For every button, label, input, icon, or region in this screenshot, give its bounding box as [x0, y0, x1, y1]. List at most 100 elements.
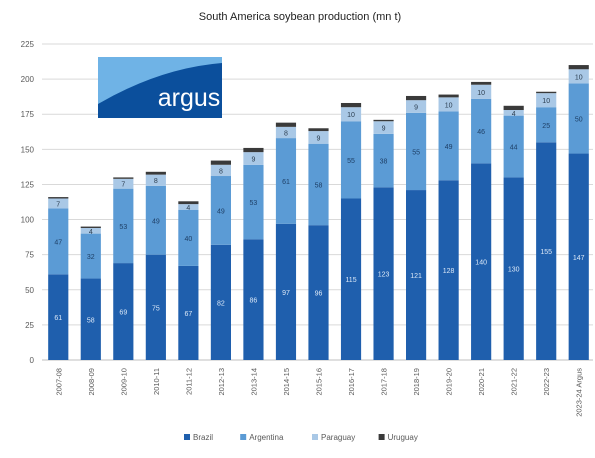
bar-layer: 6147758324695377549867404824988653997618… — [48, 65, 589, 360]
x-tick-label: 2023-24 Argus — [575, 368, 584, 417]
bar-uruguay — [113, 177, 134, 179]
bar-paraguay — [210, 164, 231, 177]
x-tick-label: 2011-12 — [184, 368, 193, 395]
bar-argentina — [210, 176, 231, 245]
data-label: 97 — [282, 290, 290, 297]
bar-argentina — [113, 188, 134, 264]
x-tick-label: 2015-16 — [315, 368, 324, 396]
data-label: 47 — [54, 239, 62, 246]
bar-uruguay — [308, 128, 329, 132]
data-label: 10 — [477, 90, 485, 97]
bar-uruguay — [471, 81, 492, 85]
x-tick-label: 2022-23 — [542, 368, 551, 396]
legend-swatch-brazil — [184, 434, 190, 440]
data-label: 75 — [152, 305, 160, 312]
data-label: 32 — [87, 254, 95, 261]
bar-uruguay — [243, 147, 264, 153]
data-label: 53 — [119, 224, 127, 231]
bar-brazil — [80, 278, 101, 360]
bar-paraguay — [340, 107, 362, 122]
data-label: 9 — [317, 135, 321, 142]
bar-argentina — [438, 111, 459, 181]
legend-swatch-uruguay — [378, 434, 385, 440]
y-tick-label: 25 — [25, 321, 34, 330]
bar-paraguay — [243, 152, 264, 165]
bar-brazil — [406, 190, 427, 360]
bar-argentina — [536, 107, 557, 143]
x-axis-tick-labels: 2007-08 2008-09 2009-10 2010-11 2011-12 2012-… — [54, 368, 583, 417]
data-label: 44 — [510, 145, 518, 152]
data-label: 140 — [475, 260, 487, 267]
data-label: 123 — [378, 272, 390, 279]
bar-paraguay — [145, 174, 166, 186]
x-tick-label: 2017-18 — [380, 368, 389, 396]
data-label: 49 — [152, 218, 160, 225]
bar-brazil — [340, 198, 362, 360]
data-label: 49 — [445, 144, 453, 151]
bar-paraguay — [438, 97, 459, 112]
bar-brazil — [438, 180, 459, 360]
bar-brazil — [178, 265, 199, 360]
data-label: 4 — [89, 229, 93, 236]
data-label: 128 — [443, 268, 455, 275]
data-label: 50 — [575, 116, 583, 123]
data-label: 58 — [87, 317, 95, 324]
data-label: 46 — [477, 129, 485, 136]
y-tick-label: 75 — [25, 251, 34, 260]
bar-paraguay — [568, 69, 589, 84]
legend-swatch-paraguay — [312, 434, 318, 440]
data-label: 55 — [347, 158, 355, 165]
data-label: 9 — [414, 104, 418, 111]
bar-brazil — [210, 244, 231, 360]
bar-paraguay — [275, 126, 297, 139]
data-label: 4 — [186, 205, 190, 212]
y-tick-label: 0 — [30, 356, 35, 365]
data-label: 67 — [184, 311, 192, 318]
x-tick-label: 2014-15 — [282, 368, 291, 396]
data-label: 53 — [250, 200, 258, 207]
x-tick-label: 2018-19 — [412, 368, 421, 396]
x-tick-label: 2016-17 — [347, 368, 356, 396]
data-label: 9 — [382, 126, 386, 133]
data-label: 10 — [542, 98, 550, 105]
bar-paraguay — [406, 100, 427, 113]
bar-argentina — [471, 98, 492, 164]
data-label: 49 — [217, 208, 225, 215]
data-label: 69 — [119, 310, 127, 317]
bar-argentina — [145, 185, 166, 255]
data-label: 4 — [512, 111, 516, 118]
data-label: 40 — [184, 236, 192, 243]
bar-brazil — [113, 263, 134, 360]
data-label: 55 — [412, 149, 420, 156]
bar-argentina — [178, 209, 199, 266]
data-label: 86 — [250, 298, 258, 305]
bar-brazil — [308, 225, 329, 360]
bar-uruguay — [145, 171, 166, 175]
bar-uruguay — [210, 160, 231, 165]
y-axis-tick-labels: 0 25 50 75 100 125 150 175 200 225 — [21, 40, 35, 365]
bar-uruguay — [80, 226, 101, 228]
data-label: 7 — [121, 182, 125, 189]
legend-label-paraguay: Paraguay — [321, 433, 355, 442]
x-tick-label: 2020-21 — [477, 368, 486, 396]
bar-paraguay — [536, 93, 557, 108]
data-label: 8 — [219, 168, 223, 175]
bar-argentina — [275, 138, 297, 224]
bar-argentina — [80, 233, 101, 279]
legend-label-brazil: Brazil — [193, 433, 213, 442]
data-label: 155 — [540, 249, 552, 256]
data-label: 61 — [54, 315, 62, 322]
x-tick-label: 2019-20 — [445, 368, 454, 396]
bar-paraguay — [308, 131, 329, 144]
bar-uruguay — [438, 94, 459, 98]
chart-title: South America soybean production (mn t) — [199, 11, 401, 23]
y-tick-label: 125 — [21, 180, 35, 189]
legend: Brazil Argentina Paraguay Uruguay — [184, 433, 418, 442]
bar-uruguay — [536, 91, 557, 94]
data-label: 25 — [542, 123, 550, 130]
bar-argentina — [243, 164, 264, 240]
bar-brazil — [536, 142, 557, 360]
bar-argentina — [503, 115, 524, 178]
